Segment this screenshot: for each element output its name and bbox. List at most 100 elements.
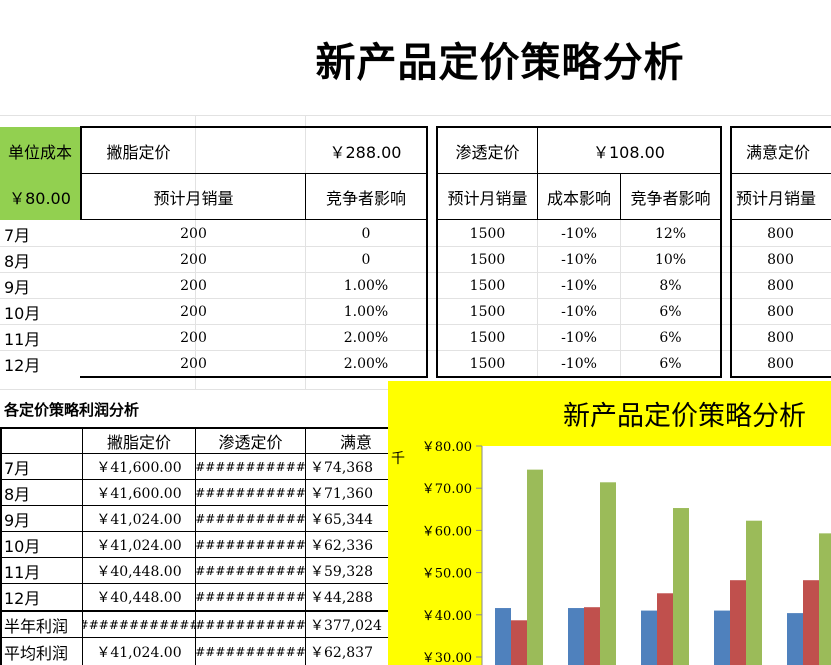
skim-competitor[interactable]: 2.00%: [343, 356, 389, 372]
profit-penetration[interactable]: ###########: [196, 563, 305, 578]
profit-satisfaction[interactable]: ￥71,360: [310, 485, 373, 502]
profit-penetration[interactable]: ###########: [196, 511, 305, 526]
pen-sales[interactable]: 1500: [469, 330, 506, 346]
pen-competitor[interactable]: 6%: [659, 304, 682, 320]
skim-competitor[interactable]: 1.00%: [343, 278, 389, 294]
sat-sales[interactable]: 800: [767, 226, 794, 242]
pen-cost[interactable]: -10%: [561, 252, 597, 268]
sat-sales[interactable]: 800: [767, 304, 794, 320]
chart-bar[interactable]: [527, 469, 543, 665]
chart-bar[interactable]: [641, 610, 657, 665]
profit-skim[interactable]: ￥41,600.00: [96, 485, 182, 502]
pen-competitor[interactable]: 10%: [654, 252, 687, 268]
border: [195, 427, 196, 665]
pen-sales[interactable]: 1500: [469, 304, 506, 320]
unit-cost-cell[interactable]: [0, 127, 80, 220]
profit-skim[interactable]: ￥40,448.00: [96, 590, 182, 606]
pen-competitor[interactable]: 6%: [659, 356, 682, 372]
penetration-label: 渗透定价: [455, 142, 520, 162]
chart-bar[interactable]: [746, 520, 762, 665]
sat-sales[interactable]: 800: [767, 252, 794, 268]
profit-row-label: 10月: [4, 536, 41, 556]
profit-penetration[interactable]: ###########: [196, 590, 305, 604]
skim-sales[interactable]: 200: [180, 356, 207, 372]
y-tick-label: ￥60.00: [422, 524, 472, 539]
border: [80, 219, 428, 220]
chart-bar[interactable]: [787, 613, 803, 665]
profit-skim[interactable]: ￥40,448.00: [96, 563, 182, 580]
gridline: [0, 324, 831, 325]
skim-competitor[interactable]: 1.00%: [343, 304, 389, 320]
penetration-col-cost: 成本影响: [546, 188, 611, 208]
gridline: [537, 220, 538, 378]
profit-penetration[interactable]: ###########: [196, 617, 305, 632]
profit-satisfaction[interactable]: ￥377,024: [310, 617, 382, 634]
pen-competitor[interactable]: 6%: [659, 330, 682, 346]
profit-satisfaction[interactable]: ￥62,837: [310, 644, 373, 661]
profit-satisfaction[interactable]: ￥44,288: [310, 590, 373, 606]
profit-penetration[interactable]: ###########: [196, 485, 305, 500]
skim-competitor[interactable]: 0: [361, 252, 371, 268]
chart-bar[interactable]: [714, 610, 730, 665]
chart-bar[interactable]: [803, 580, 819, 665]
profit-satisfaction[interactable]: ￥62,336: [310, 537, 373, 554]
profit-penetration[interactable]: ###########: [196, 644, 305, 659]
skim-sales[interactable]: 200: [180, 226, 207, 242]
profit-row-label: 8月: [4, 484, 31, 504]
border: [436, 219, 722, 220]
skim-competitor[interactable]: 0: [361, 226, 371, 242]
profit-skim[interactable]: ############: [83, 617, 195, 632]
skim-sales[interactable]: 200: [180, 330, 207, 346]
chart-bar[interactable]: [730, 580, 746, 665]
profit-skim[interactable]: ￥41,024.00: [96, 511, 182, 528]
profit-satisfaction[interactable]: ￥74,368: [310, 459, 373, 476]
sat-sales[interactable]: 800: [767, 356, 794, 372]
profit-skim[interactable]: ￥41,600.00: [96, 459, 182, 476]
chart-bar[interactable]: [495, 608, 511, 665]
chart-bar[interactable]: [657, 593, 673, 665]
chart-bar[interactable]: [511, 620, 527, 665]
skim-price[interactable]: ￥288.00: [329, 142, 402, 162]
skim-sales[interactable]: 200: [180, 304, 207, 320]
border: [730, 376, 831, 378]
skim-sales[interactable]: 200: [180, 252, 207, 268]
pen-competitor[interactable]: 12%: [654, 226, 687, 242]
pen-cost[interactable]: -10%: [561, 356, 597, 372]
chart-bar[interactable]: [673, 508, 689, 665]
gridline: [620, 220, 621, 378]
sat-sales[interactable]: 800: [767, 330, 794, 346]
pen-cost[interactable]: -10%: [561, 226, 597, 242]
penetration-price[interactable]: ￥108.00: [593, 142, 665, 162]
skim-sales[interactable]: 200: [180, 278, 207, 294]
profit-penetration[interactable]: ###########: [196, 537, 305, 552]
chart-bar[interactable]: [568, 608, 584, 665]
gridline: [0, 115, 831, 116]
pen-cost[interactable]: -10%: [561, 304, 597, 320]
pen-sales[interactable]: 1500: [469, 252, 506, 268]
penetration-col-sales: 预计月销量: [447, 188, 528, 208]
border: [0, 427, 2, 665]
month-label: 9月: [4, 278, 31, 297]
profit-satisfaction[interactable]: ￥59,328: [310, 563, 373, 580]
pen-sales[interactable]: 1500: [469, 356, 506, 372]
pen-cost[interactable]: -10%: [561, 330, 597, 346]
penetration-col-competitor: 竞争者影响: [630, 188, 711, 208]
profit-row-label: 12月: [4, 589, 41, 608]
pen-cost[interactable]: -10%: [561, 278, 597, 294]
skim-competitor[interactable]: 2.00%: [343, 330, 389, 346]
pen-sales[interactable]: 1500: [469, 226, 506, 242]
border: [82, 427, 83, 665]
profit-skim[interactable]: ￥41,024.00: [96, 537, 182, 554]
border: [720, 126, 722, 378]
chart-bar[interactable]: [819, 533, 831, 665]
chart-bar[interactable]: [584, 607, 600, 665]
pen-competitor[interactable]: 8%: [659, 278, 682, 294]
profit-penetration[interactable]: ###########: [196, 459, 305, 474]
profit-satisfaction[interactable]: ￥65,344: [310, 511, 373, 528]
profit-section-title: 各定价策略利润分析: [4, 400, 140, 419]
chart-bar[interactable]: [600, 482, 616, 665]
profit-skim[interactable]: ￥41,024.00: [96, 644, 182, 661]
sat-sales[interactable]: 800: [767, 278, 794, 294]
pen-sales[interactable]: 1500: [469, 278, 506, 294]
border: [80, 376, 428, 378]
